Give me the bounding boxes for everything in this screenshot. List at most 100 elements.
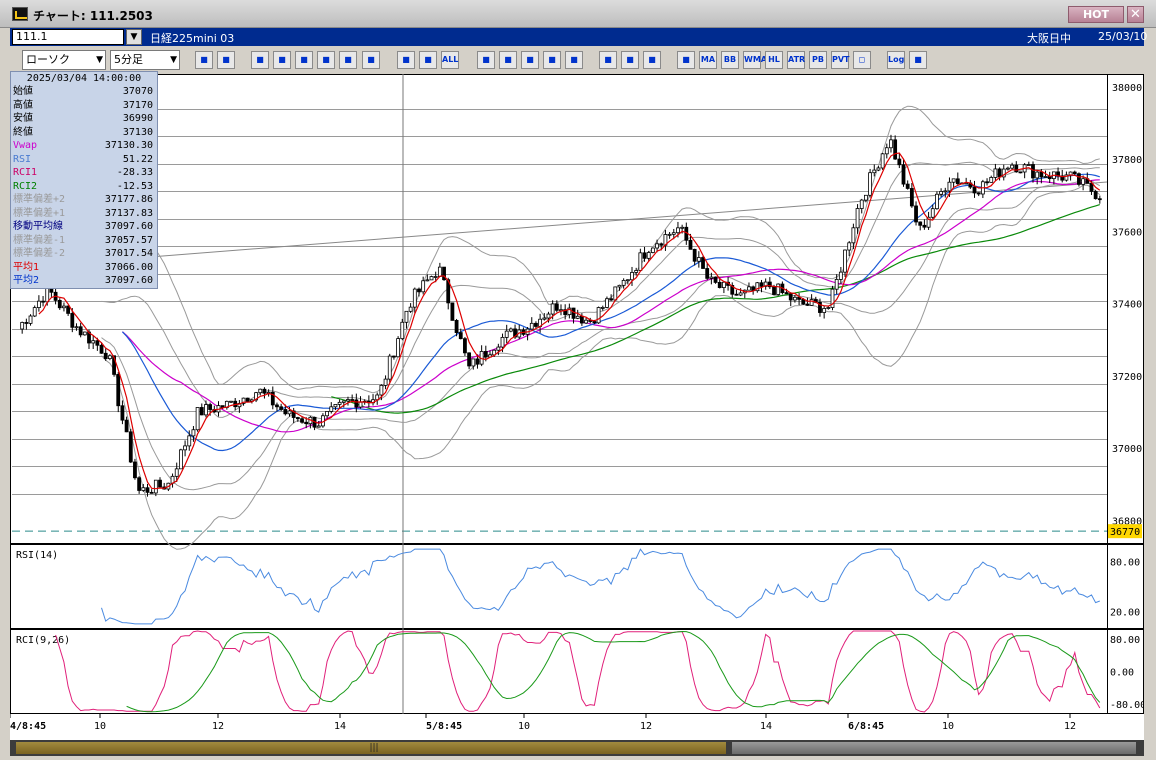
candle-body (909, 188, 914, 207)
toolbar-button-grid-icon[interactable]: ■ (521, 51, 539, 69)
candle-body (884, 147, 889, 155)
toolbar-button-pvt[interactable]: PVT (831, 51, 850, 69)
candle-body (57, 299, 62, 309)
candle-body (1014, 164, 1019, 173)
candle-body (141, 487, 146, 491)
toolbar: ローソク ▼ 5分足 ▼ ■ ■ ■ ■ ■ ■ ■ ■ ■ ■ ALL ■ ■ ■ ■ ■ ■ ■ ■ ■ MA BB WMA… (10, 48, 1144, 72)
candle-body (483, 351, 488, 358)
toolbar-button-bb[interactable]: BB (721, 51, 739, 69)
candle-body (851, 227, 856, 244)
candle-body (1039, 171, 1044, 178)
chevron-down-icon[interactable]: ▼ (126, 29, 142, 45)
interval-select[interactable]: 5分足 ▼ (110, 50, 180, 70)
toolbar-button-all[interactable]: ALL (441, 51, 459, 69)
chevron-down-icon[interactable]: ▼ (170, 55, 177, 65)
toolbar-button-o[interactable]: ◻ (853, 51, 871, 69)
instrument-name: 日経225mini 03 (150, 32, 235, 45)
info-row: 始値 37070 (11, 85, 157, 99)
info-value: 37130 (122, 126, 153, 138)
candle-body (671, 232, 676, 235)
info-label: 標準偏差-2 (13, 248, 66, 259)
candle-body (316, 425, 321, 428)
candle-body (1035, 171, 1040, 179)
toolbar-button-ma[interactable]: MA (699, 51, 717, 69)
candle-body (279, 406, 284, 410)
candle-body (922, 224, 927, 228)
candle-body (396, 338, 401, 358)
toolbar-button-cursor-icon[interactable]: ■ (295, 51, 313, 69)
toolbar-button-bar-a-icon[interactable]: ■ (397, 51, 415, 69)
candle-body (262, 388, 267, 394)
hot-button[interactable]: HOT (1068, 6, 1124, 23)
toolbar-button-wma[interactable]: WMA (743, 51, 767, 69)
toolbar-button-wrench-icon[interactable]: ■ (621, 51, 639, 69)
info-value: 37066.00 (104, 261, 153, 273)
toolbar-button-line-icon[interactable]: ■ (273, 51, 291, 69)
candle-body (433, 276, 438, 278)
toolbar-button-marks-icon[interactable]: ■ (543, 51, 561, 69)
title-bar[interactable]: チャート: 111.2503 HOT ✕ (0, 0, 1156, 28)
candle-body (889, 139, 893, 149)
chevron-down-icon[interactable]: ▼ (96, 55, 103, 65)
chart-type-select[interactable]: ローソク ▼ (22, 50, 106, 70)
chart-canvas[interactable]: 38000 37800 37600 37400 37200 37000 3680036770… (9, 74, 1146, 740)
candle-body (930, 208, 935, 218)
toolbar-button-blank-icon[interactable]: ■ (565, 51, 583, 69)
candle-body (208, 404, 213, 410)
rsi-title: RSI(14) (16, 550, 58, 561)
scroll-thumb[interactable]: ||| (16, 742, 726, 754)
chart-area[interactable]: 38000 37800 37600 37400 37200 37000 36800 36770… (9, 74, 1146, 740)
candle-body (417, 288, 421, 293)
toolbar-button-delete-icon[interactable]: ■ (362, 51, 380, 69)
toolbar-button-bull-icon[interactable]: ■ (477, 51, 495, 69)
candle-body (935, 193, 939, 210)
candle-body (337, 401, 342, 405)
toolbar-button-setting-icon[interactable]: ■ (909, 51, 927, 69)
rci-tick-label: 80.00 (1110, 635, 1140, 646)
candle-body (584, 319, 588, 324)
candle-body (964, 182, 969, 185)
candle-body (767, 281, 772, 288)
close-icon[interactable]: ✕ (1127, 6, 1144, 23)
scroll-track[interactable] (732, 742, 1136, 754)
grip-icon: ||| (369, 743, 379, 753)
toolbar-button-palette-icon[interactable]: ■ (643, 51, 661, 69)
toolbar-button-layout-icon[interactable]: ■ (217, 51, 235, 69)
toolbar-button-hl[interactable]: HL (765, 51, 783, 69)
candle-body (95, 340, 100, 346)
toolbar-button-atr[interactable]: ATR (787, 51, 805, 69)
toolbar-button-draw-icon[interactable]: ■ (251, 51, 269, 69)
info-label: 平均2 (13, 275, 40, 286)
toolbar-button-save-icon[interactable]: ■ (339, 51, 357, 69)
toolbar-button-arrow-icon[interactable]: ■ (317, 51, 335, 69)
toolbar-button-pb[interactable]: PB (809, 51, 827, 69)
candle-body (458, 332, 463, 340)
info-row: 移動平均線 37097.60 (11, 220, 157, 234)
candle-body (437, 266, 442, 277)
candle-body (747, 286, 751, 291)
instrument-code-input[interactable]: 111.1 (12, 29, 124, 45)
toolbar-button-bar-b-icon[interactable]: ■ (419, 51, 437, 69)
toolbar-button-tool1-icon[interactable]: ■ (599, 51, 617, 69)
candle-body (579, 315, 584, 324)
time-tick-label: 14 (760, 721, 772, 732)
candle-body (145, 487, 150, 493)
toolbar-button-search-icon[interactable]: ■ (499, 51, 517, 69)
candle-body (600, 307, 605, 309)
toolbar-button-trend-icon[interactable]: ■ (677, 51, 695, 69)
candle-body (1060, 175, 1065, 181)
rsi-panel (10, 544, 1144, 629)
toolbar-button-zoom-icon[interactable]: ■ (195, 51, 213, 69)
info-row: RSI 51.22 (11, 153, 157, 167)
candle-body (617, 284, 622, 288)
info-label: 標準偏差-1 (13, 234, 66, 246)
info-value: 51.22 (122, 153, 153, 165)
candle-body (609, 298, 614, 301)
horizontal-scrollbar[interactable]: ||| (10, 740, 1144, 756)
info-value: 37137.83 (104, 207, 153, 219)
toolbar-button-log[interactable]: Log (887, 51, 905, 69)
price-tick-label: 37400 (1112, 300, 1142, 311)
candle-body (646, 252, 651, 259)
candle-body (901, 164, 906, 185)
candle-body (74, 326, 79, 329)
